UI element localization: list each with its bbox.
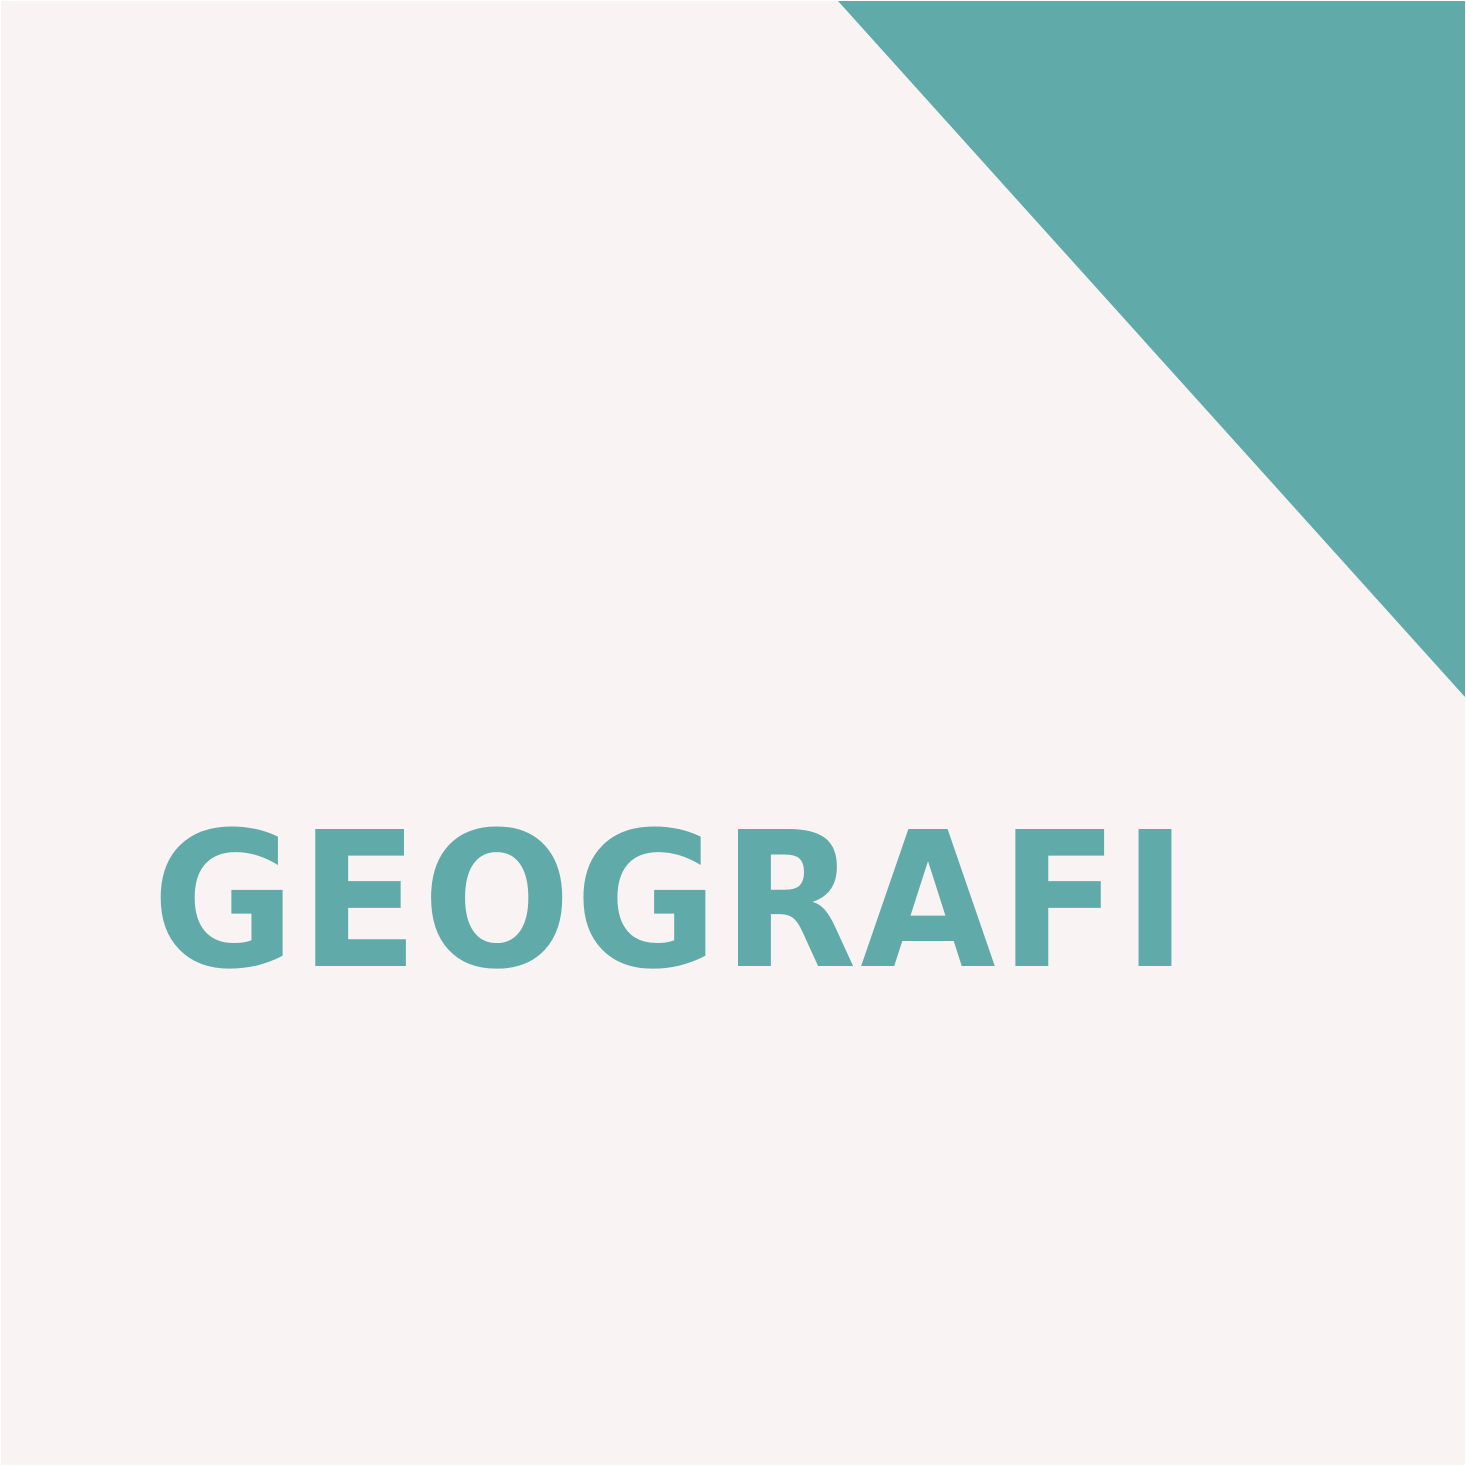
accent-triangle bbox=[838, 1, 1465, 697]
subject-title: GEOGRAFI bbox=[152, 792, 1192, 1011]
